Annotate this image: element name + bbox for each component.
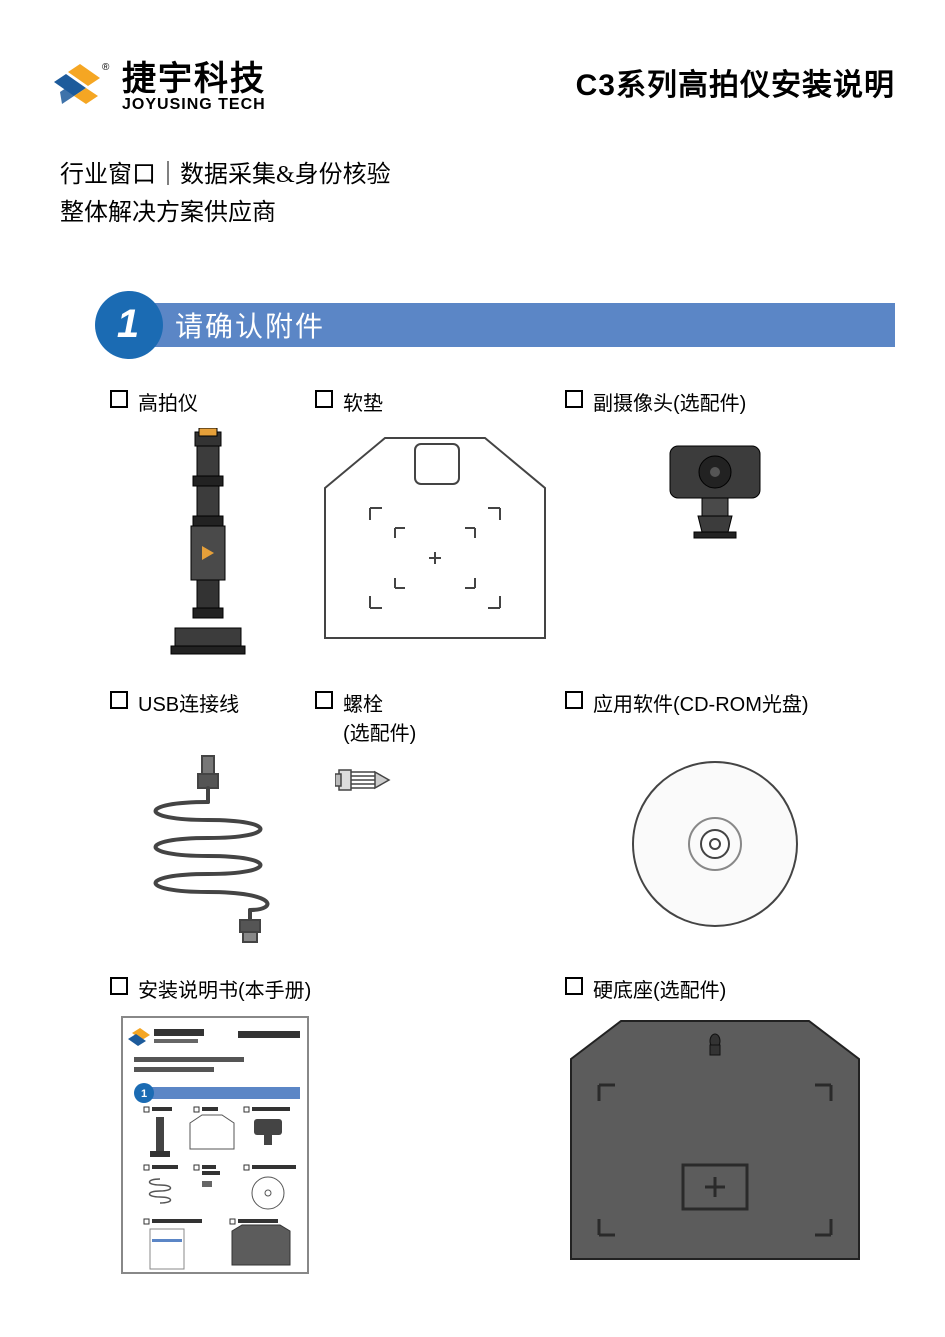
header: ® 捷宇科技 JOYUSING TECH C3系列高拍仪安装说明 — [50, 60, 895, 116]
item-label: 螺栓 (选配件) — [343, 688, 416, 746]
checkbox-icon — [565, 977, 583, 995]
item-label: 副摄像头(选配件) — [593, 387, 746, 416]
item-secondary-camera: 副摄像头(选配件) — [565, 387, 865, 658]
checkbox-icon — [565, 390, 583, 408]
logo-text-cn: 捷宇科技 — [122, 62, 266, 96]
item-label: 软垫 — [343, 387, 383, 416]
page: ® 捷宇科技 JOYUSING TECH C3系列高拍仪安装说明 行业窗口｜数据… — [0, 0, 945, 1315]
scanner-icon — [153, 428, 263, 658]
item-scanner: 高拍仪 — [110, 387, 305, 658]
item-label: 安装说明书(本手册) — [138, 974, 311, 1003]
checkbox-icon — [110, 691, 128, 709]
checkbox-icon — [110, 977, 128, 995]
usb-cable-icon — [128, 754, 288, 944]
section-bar: 1 请确认附件 — [105, 303, 895, 347]
item-label: USB连接线 — [138, 688, 239, 717]
accessories-grid: 高拍仪 — [50, 377, 895, 1275]
item-software-cd: 应用软件(CD-ROM光盘) — [565, 688, 865, 944]
logo-text: 捷宇科技 JOYUSING TECH — [122, 62, 266, 114]
section-title: 请确认附件 — [175, 305, 325, 345]
checkbox-icon — [110, 390, 128, 408]
page-title: C3系列高拍仪安装说明 — [576, 60, 895, 104]
checkbox-icon — [315, 691, 333, 709]
subtitle: 行业窗口｜数据采集&身份核验 整体解决方案供应商 — [60, 156, 895, 233]
softpad-icon — [315, 428, 555, 648]
item-softpad: 软垫 — [315, 387, 555, 658]
logo: ® 捷宇科技 JOYUSING TECH — [50, 60, 266, 116]
svg-text:1: 1 — [141, 1088, 147, 1100]
cd-icon — [625, 754, 805, 934]
item-label: 应用软件(CD-ROM光盘) — [593, 688, 809, 717]
item-bolt: 螺栓 (选配件) — [315, 688, 555, 944]
item-usb-cable: USB连接线 — [110, 688, 305, 944]
manual-icon: 1 — [120, 1015, 310, 1275]
checkbox-icon — [565, 691, 583, 709]
section-header: 1 请确认附件 — [50, 303, 895, 347]
camera-icon — [650, 428, 780, 558]
checkbox-icon — [315, 390, 333, 408]
item-label: 高拍仪 — [138, 387, 198, 416]
subtitle-line2: 整体解决方案供应商 — [60, 194, 895, 232]
svg-text:®: ® — [102, 62, 110, 73]
item-label: 硬底座(选配件) — [593, 974, 726, 1003]
bolt-icon — [335, 758, 395, 803]
hardbase-icon — [565, 1015, 865, 1265]
logo-icon: ® — [50, 60, 110, 116]
item-hardbase: 硬底座(选配件) — [565, 974, 865, 1275]
subtitle-line1: 行业窗口｜数据采集&身份核验 — [60, 156, 895, 194]
logo-text-en: JOYUSING TECH — [122, 96, 266, 114]
item-manual: 安装说明书(本手册) 1 — [110, 974, 555, 1275]
section-number-badge: 1 — [95, 291, 163, 359]
